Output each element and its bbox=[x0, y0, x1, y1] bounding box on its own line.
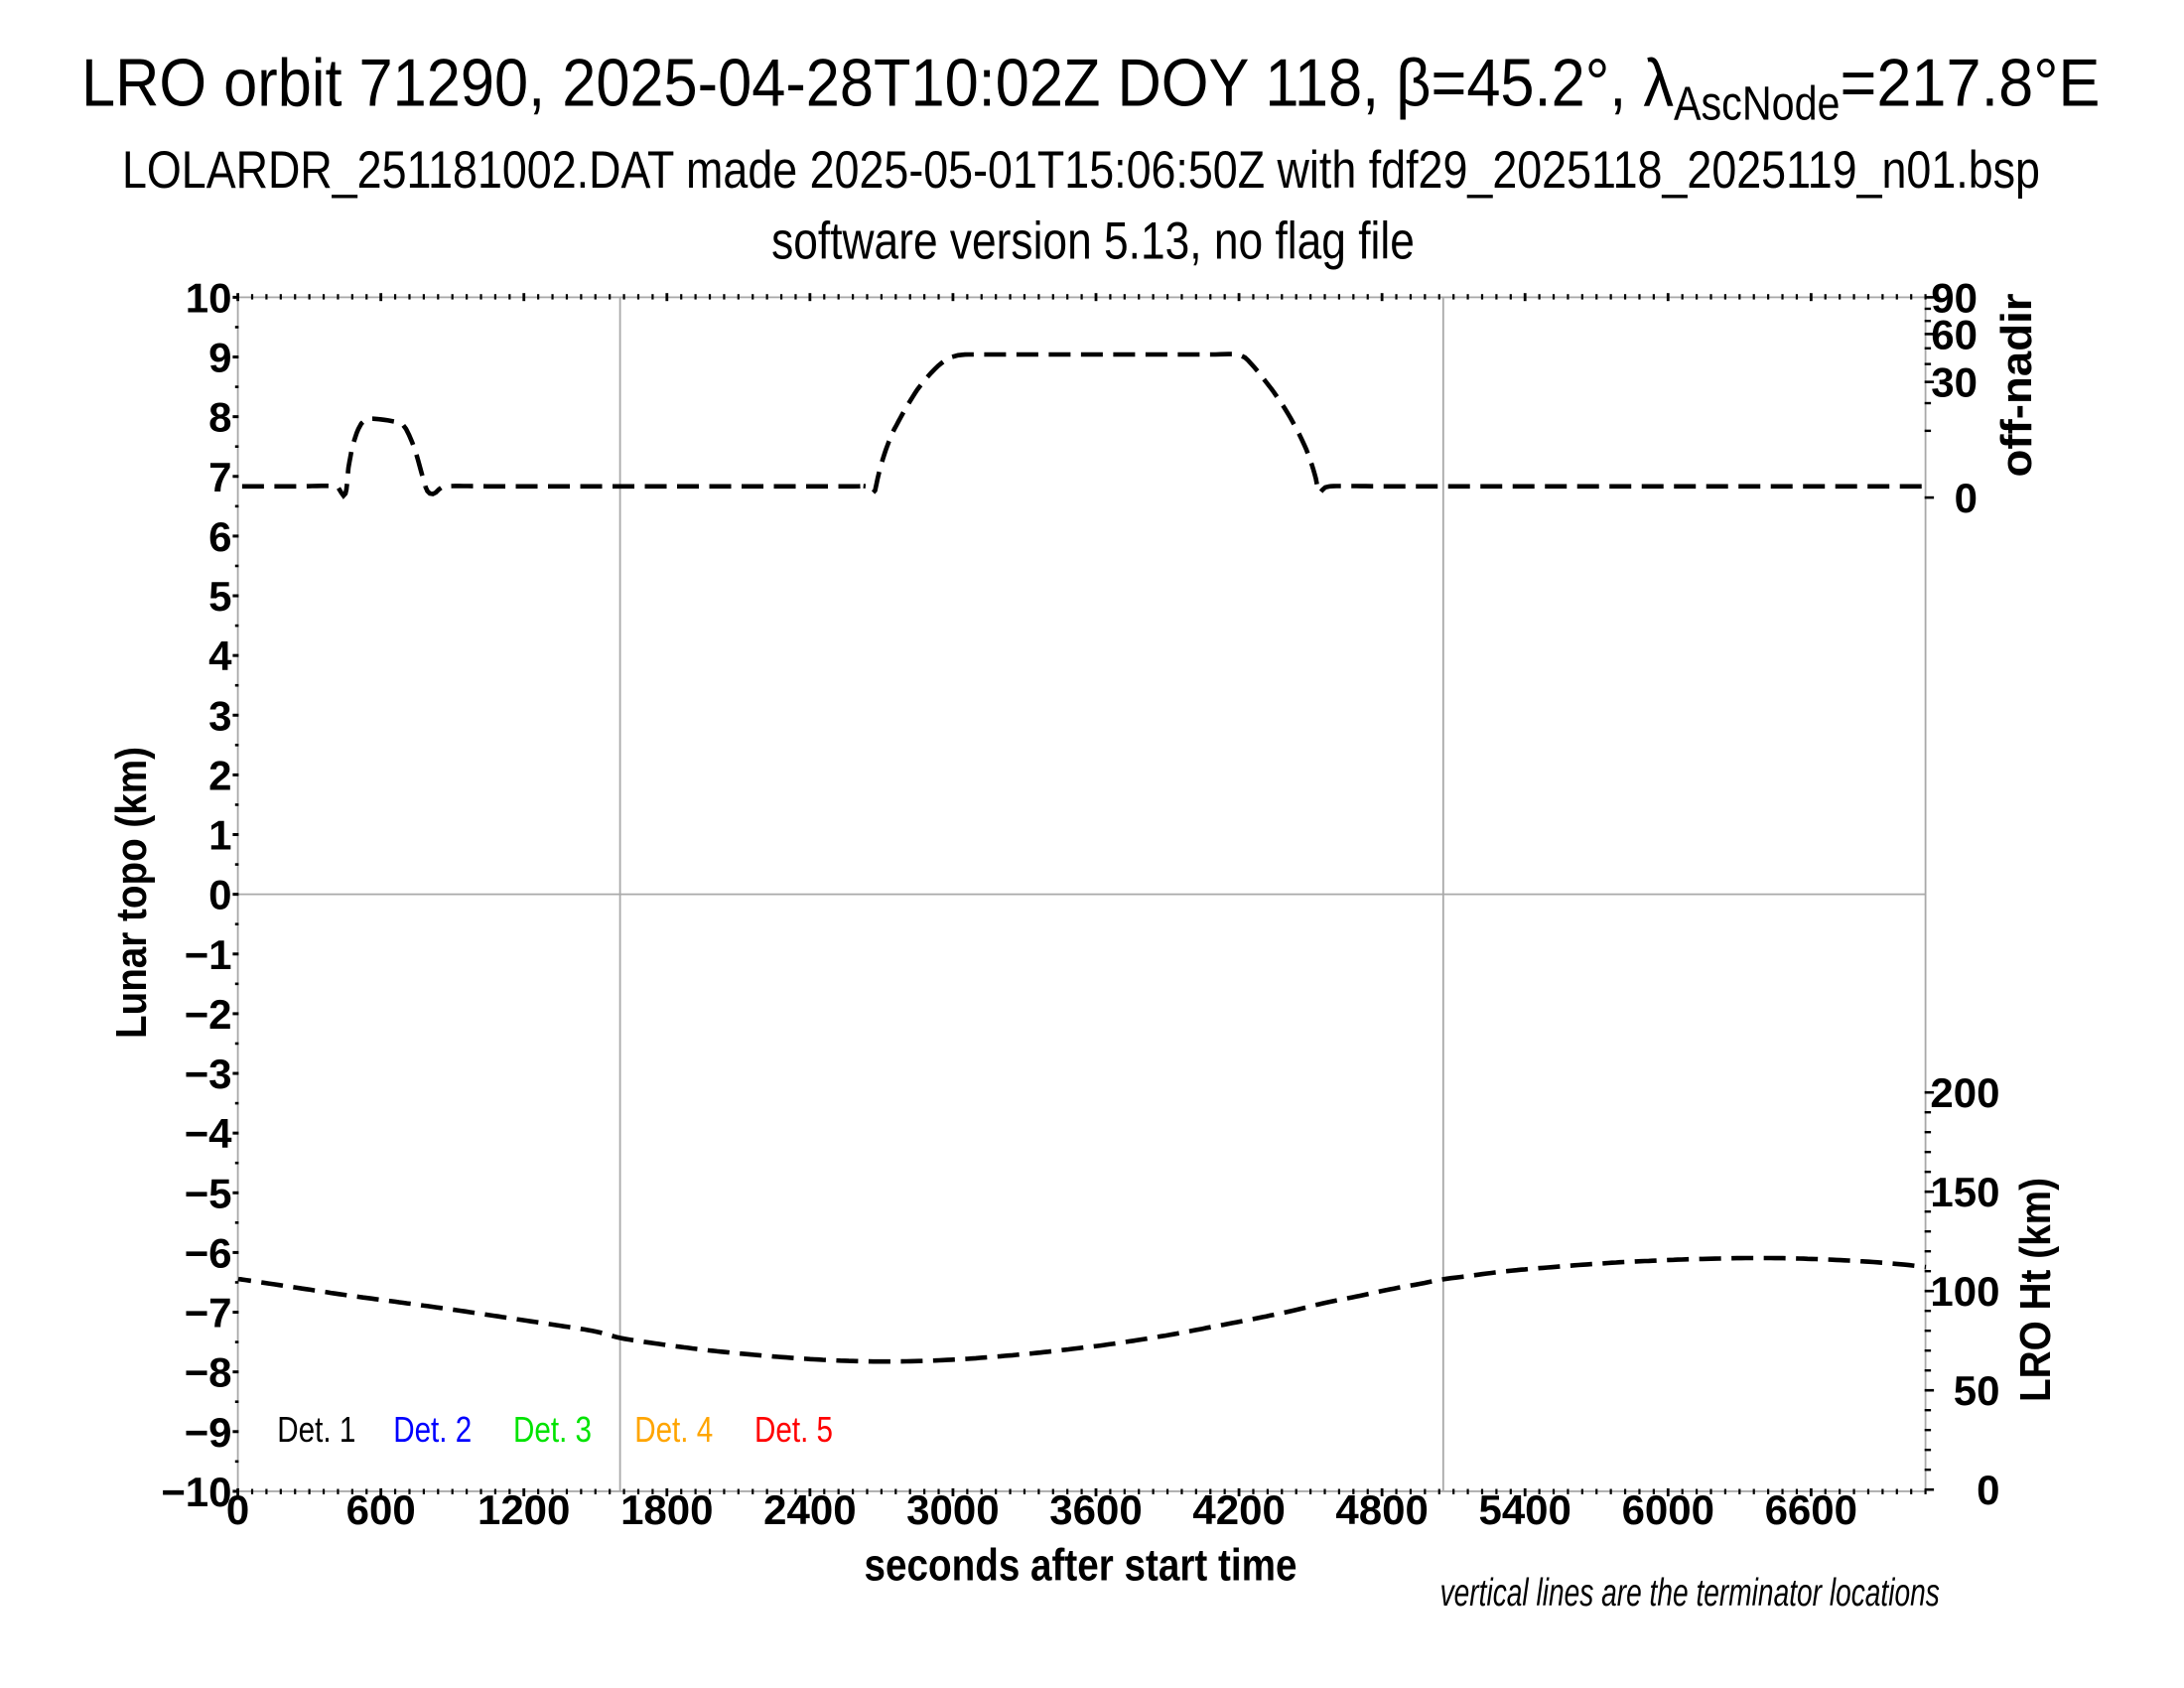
svg-text:150: 150 bbox=[1930, 1169, 1999, 1215]
svg-text:vertical lines are the termina: vertical lines are the terminator locati… bbox=[1440, 1572, 1940, 1615]
svg-text:3: 3 bbox=[208, 692, 231, 739]
svg-text:seconds after start time: seconds after start time bbox=[865, 1539, 1297, 1590]
svg-text:600: 600 bbox=[346, 1486, 416, 1533]
svg-text:off-nadir: off-nadir bbox=[1992, 294, 2041, 478]
svg-text:5: 5 bbox=[208, 573, 231, 620]
svg-text:10: 10 bbox=[186, 274, 232, 321]
svg-text:8: 8 bbox=[208, 394, 231, 441]
svg-text:Det. 3: Det. 3 bbox=[513, 1409, 592, 1450]
svg-text:3600: 3600 bbox=[1049, 1486, 1142, 1533]
svg-text:30: 30 bbox=[1931, 359, 1978, 406]
svg-text:100: 100 bbox=[1930, 1268, 1999, 1315]
svg-text:1800: 1800 bbox=[620, 1486, 713, 1533]
svg-text:2400: 2400 bbox=[763, 1486, 856, 1533]
svg-text:−7: −7 bbox=[185, 1290, 232, 1336]
svg-text:−5: −5 bbox=[185, 1170, 232, 1216]
svg-text:LRO Ht (km): LRO Ht (km) bbox=[2011, 1178, 2060, 1402]
svg-text:60: 60 bbox=[1931, 311, 1978, 357]
svg-text:−3: −3 bbox=[185, 1051, 232, 1097]
svg-text:200: 200 bbox=[1930, 1069, 1999, 1116]
svg-text:90: 90 bbox=[1931, 274, 1978, 321]
svg-text:2: 2 bbox=[208, 752, 231, 798]
svg-text:software version 5.13, no flag: software version 5.13, no flag file bbox=[771, 212, 1415, 271]
svg-text:5400: 5400 bbox=[1478, 1486, 1570, 1533]
svg-text:4800: 4800 bbox=[1335, 1486, 1428, 1533]
svg-text:−6: −6 bbox=[185, 1229, 232, 1276]
svg-text:4: 4 bbox=[208, 633, 232, 679]
svg-text:9: 9 bbox=[208, 335, 231, 381]
svg-text:1: 1 bbox=[208, 812, 231, 859]
svg-text:7: 7 bbox=[208, 454, 231, 500]
svg-text:6000: 6000 bbox=[1622, 1486, 1714, 1533]
svg-text:3000: 3000 bbox=[906, 1486, 999, 1533]
svg-text:Det. 4: Det. 4 bbox=[634, 1409, 713, 1450]
svg-text:1200: 1200 bbox=[478, 1486, 570, 1533]
svg-text:0: 0 bbox=[208, 872, 231, 918]
svg-text:Det. 1: Det. 1 bbox=[277, 1409, 355, 1450]
svg-text:Det. 2: Det. 2 bbox=[393, 1409, 472, 1450]
svg-text:−10: −10 bbox=[161, 1469, 231, 1515]
svg-text:−2: −2 bbox=[185, 991, 232, 1038]
svg-text:0: 0 bbox=[1955, 475, 1978, 521]
svg-text:Lunar topo (km): Lunar topo (km) bbox=[107, 747, 156, 1039]
svg-text:−1: −1 bbox=[185, 931, 232, 978]
svg-text:6: 6 bbox=[208, 513, 231, 560]
svg-text:−9: −9 bbox=[185, 1409, 232, 1456]
svg-text:0: 0 bbox=[1977, 1467, 1999, 1513]
svg-text:6600: 6600 bbox=[1765, 1486, 1857, 1533]
svg-text:LRO orbit 71290, 2025-04-28T10: LRO orbit 71290, 2025-04-28T10:02Z DOY 1… bbox=[81, 47, 2101, 131]
svg-text:Det. 5: Det. 5 bbox=[754, 1409, 833, 1450]
svg-text:0: 0 bbox=[226, 1486, 249, 1533]
svg-text:50: 50 bbox=[1954, 1367, 2000, 1414]
svg-text:−4: −4 bbox=[185, 1110, 233, 1157]
svg-text:LOLARDR_251181002.DAT made 202: LOLARDR_251181002.DAT made 2025-05-01T15… bbox=[122, 141, 2040, 200]
svg-text:−8: −8 bbox=[185, 1349, 232, 1396]
svg-text:4200: 4200 bbox=[1192, 1486, 1285, 1533]
